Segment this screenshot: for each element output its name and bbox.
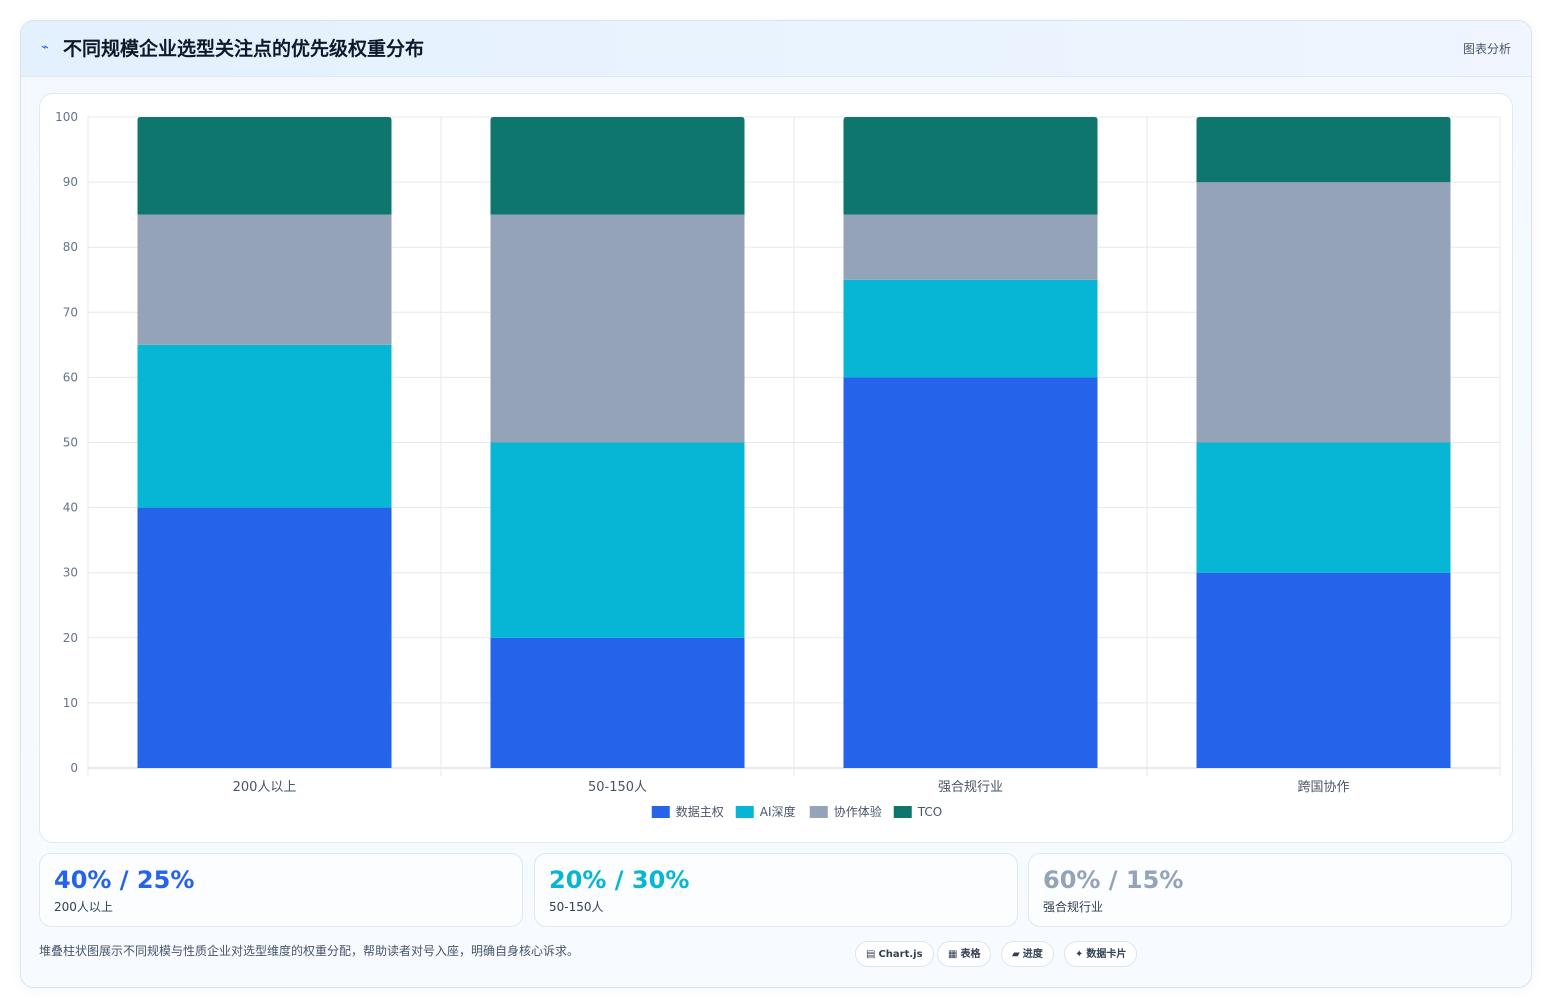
bar-segment xyxy=(1196,572,1451,768)
bar-segment xyxy=(490,214,745,443)
stat-label: 50-150人 xyxy=(549,900,604,914)
bar-segment xyxy=(1196,442,1451,573)
bar-segment xyxy=(490,117,745,215)
y-tick-label: 100 xyxy=(55,110,78,124)
legend-label: TCO xyxy=(917,805,942,819)
bar-segment xyxy=(1196,117,1451,183)
chart-icon: ▤ xyxy=(866,949,876,960)
x-tick-label: 跨国协作 xyxy=(1297,780,1349,795)
y-tick-label: 0 xyxy=(70,761,78,775)
y-tick-label: 30 xyxy=(63,566,78,580)
stat-value: 40% / 25% xyxy=(54,866,195,894)
legend-swatch xyxy=(735,806,754,818)
stat-label: 强合规行业 xyxy=(1043,900,1104,914)
table-icon: ▦ xyxy=(948,949,958,960)
stat-value: 60% / 15% xyxy=(1043,866,1184,894)
bar-segment xyxy=(843,117,1098,215)
stat-card-2: 20% / 30% 50-150人 xyxy=(534,853,1018,927)
legend-swatch xyxy=(893,806,912,818)
bar-segment xyxy=(137,214,392,345)
chip-progress[interactable]: ▰ 进度 xyxy=(1001,941,1054,967)
bar-segment xyxy=(1196,182,1451,443)
bar-segment xyxy=(137,117,392,215)
card-header: ⌁ 不同规模企业选型关注点的优先级权重分布 图表分析 xyxy=(21,21,1531,77)
legend-label: 数据主权 xyxy=(676,804,724,819)
bar-segment xyxy=(843,377,1098,768)
y-tick-label: 10 xyxy=(63,696,78,710)
legend-swatch xyxy=(651,806,670,818)
bar-segment xyxy=(137,507,392,768)
y-tick-label: 20 xyxy=(63,631,78,645)
header-tag: 图表分析 xyxy=(1462,42,1511,56)
stacked-bar-chart: 0 10 20 30 40 50 60 70 80 90 100 200人以上 50-150人 强合规行业… xyxy=(55,110,1501,819)
chip-label: 表格 xyxy=(960,949,981,960)
chip-table[interactable]: ▦ 表格 xyxy=(937,941,992,967)
legend-swatch xyxy=(809,806,828,818)
progress-icon: ▰ xyxy=(1012,949,1020,960)
y-tick-label: 60 xyxy=(63,370,78,384)
bar-segment xyxy=(490,442,745,638)
chart-card: ⌁ 不同规模企业选型关注点的优先级权重分布 图表分析 0 10 20 30 40 50 60… xyxy=(20,20,1532,988)
chart-panel: 0 10 20 30 40 50 60 70 80 90 100 200人以上 50-150人 强合规行业… xyxy=(39,93,1513,843)
bar-segment xyxy=(843,279,1098,378)
chip-label: 进度 xyxy=(1022,949,1043,960)
stat-value: 20% / 30% xyxy=(549,866,690,894)
legend-label: AI深度 xyxy=(760,804,796,819)
bar-segment xyxy=(843,214,1098,280)
page-title: 不同规模企业选型关注点的优先级权重分布 xyxy=(63,38,425,60)
x-tick-label: 200人以上 xyxy=(233,780,297,795)
chip-label: Chart.js xyxy=(878,949,923,960)
y-tick-label: 40 xyxy=(63,501,78,515)
wave-icon: ⌁ xyxy=(41,40,49,55)
y-tick-label: 90 xyxy=(63,175,78,189)
chart-description: 堆叠柱状图展示不同规模与性质企业对选型维度的权重分配，帮助读者对号入座，明确自身… xyxy=(39,944,580,958)
y-tick-label: 50 xyxy=(63,436,78,450)
x-tick-label: 强合规行业 xyxy=(938,780,1003,795)
legend-label: 协作体验 xyxy=(834,804,882,819)
sparkle-icon: ✦ xyxy=(1075,949,1084,960)
chip-chartjs[interactable]: ▤ Chart.js xyxy=(855,941,934,967)
x-tick-label: 50-150人 xyxy=(588,780,647,795)
stat-label: 200人以上 xyxy=(54,900,113,914)
bar-segment xyxy=(490,637,745,768)
chip-data-card[interactable]: ✦ 数据卡片 xyxy=(1064,941,1138,967)
stat-card-1: 40% / 25% 200人以上 xyxy=(39,853,523,927)
bar-segment xyxy=(137,344,392,508)
y-tick-label: 80 xyxy=(63,240,78,254)
y-tick-label: 70 xyxy=(63,305,78,319)
stat-card-3: 60% / 15% 强合规行业 xyxy=(1028,853,1512,927)
chip-label: 数据卡片 xyxy=(1086,949,1127,960)
